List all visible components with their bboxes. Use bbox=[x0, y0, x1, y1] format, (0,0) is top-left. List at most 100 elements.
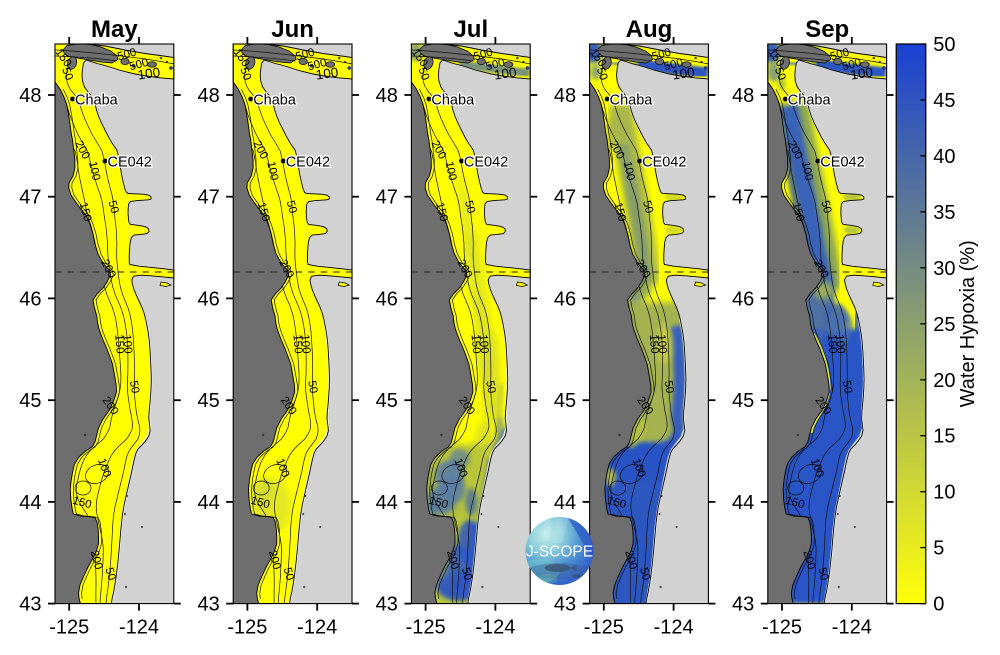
svg-text:100: 100 bbox=[799, 160, 815, 181]
svg-text:500: 500 bbox=[485, 57, 507, 74]
svg-text:35: 35 bbox=[933, 202, 955, 224]
svg-text:50: 50 bbox=[840, 380, 854, 395]
svg-text:100: 100 bbox=[443, 160, 459, 181]
svg-text:200: 200 bbox=[88, 549, 105, 571]
svg-text:Sep: Sep bbox=[805, 16, 849, 43]
svg-text:100: 100 bbox=[621, 160, 637, 181]
svg-text:200: 200 bbox=[622, 549, 639, 571]
svg-text:44: 44 bbox=[376, 492, 398, 514]
svg-text:48: 48 bbox=[732, 85, 754, 107]
svg-text:30: 30 bbox=[933, 258, 955, 280]
svg-text:J-SCOPE: J-SCOPE bbox=[526, 544, 593, 561]
svg-text:40: 40 bbox=[933, 146, 955, 168]
svg-text:50: 50 bbox=[416, 66, 432, 82]
svg-text:Water Hypoxia (%): Water Hypoxia (%) bbox=[957, 240, 979, 407]
svg-text:47: 47 bbox=[19, 187, 41, 209]
svg-text:44: 44 bbox=[732, 492, 754, 514]
svg-text:50: 50 bbox=[462, 199, 477, 214]
svg-text:100: 100 bbox=[298, 334, 312, 354]
svg-text:50: 50 bbox=[106, 199, 121, 214]
svg-text:200: 200 bbox=[800, 549, 817, 571]
svg-text:50: 50 bbox=[127, 380, 141, 395]
svg-text:500: 500 bbox=[294, 47, 316, 64]
svg-text:43: 43 bbox=[376, 594, 398, 616]
svg-text:15: 15 bbox=[933, 426, 955, 448]
svg-text:150: 150 bbox=[606, 495, 628, 512]
svg-text:100: 100 bbox=[655, 334, 669, 354]
svg-text:45: 45 bbox=[19, 390, 41, 412]
svg-text:100: 100 bbox=[849, 65, 873, 83]
svg-text:45: 45 bbox=[933, 90, 955, 112]
svg-text:43: 43 bbox=[732, 594, 754, 616]
svg-text:100: 100 bbox=[477, 334, 491, 354]
svg-text:150: 150 bbox=[469, 334, 483, 354]
svg-text:44: 44 bbox=[19, 492, 41, 514]
svg-text:150: 150 bbox=[784, 495, 806, 512]
svg-text:150: 150 bbox=[611, 201, 628, 223]
svg-text:200: 200 bbox=[444, 549, 461, 571]
svg-text:47: 47 bbox=[554, 187, 576, 209]
svg-text:CE042: CE042 bbox=[464, 155, 508, 171]
svg-text:200: 200 bbox=[266, 549, 283, 571]
svg-text:CE042: CE042 bbox=[286, 155, 330, 171]
svg-text:50: 50 bbox=[305, 380, 319, 395]
svg-text:-124: -124 bbox=[297, 617, 337, 639]
svg-text:Chaba: Chaba bbox=[253, 93, 297, 109]
svg-text:150: 150 bbox=[428, 495, 450, 512]
svg-text:48: 48 bbox=[376, 85, 398, 107]
svg-text:100: 100 bbox=[493, 65, 517, 83]
svg-text:44: 44 bbox=[197, 492, 219, 514]
svg-text:50: 50 bbox=[459, 566, 474, 581]
svg-text:47: 47 bbox=[376, 187, 398, 209]
svg-text:-125: -125 bbox=[227, 617, 267, 639]
svg-text:-125: -125 bbox=[584, 617, 624, 639]
svg-text:46: 46 bbox=[19, 288, 41, 310]
svg-text:Chaba: Chaba bbox=[788, 93, 832, 109]
svg-text:150: 150 bbox=[433, 201, 450, 223]
svg-text:46: 46 bbox=[197, 288, 219, 310]
svg-text:20: 20 bbox=[933, 370, 955, 392]
svg-text:500: 500 bbox=[651, 47, 673, 64]
svg-text:Jun: Jun bbox=[271, 16, 314, 43]
svg-text:CE042: CE042 bbox=[642, 155, 686, 171]
svg-text:CE042: CE042 bbox=[820, 155, 864, 171]
svg-text:50: 50 bbox=[281, 566, 296, 581]
svg-text:45: 45 bbox=[197, 390, 219, 412]
svg-text:45: 45 bbox=[732, 390, 754, 412]
svg-text:-124: -124 bbox=[119, 617, 159, 639]
svg-text:50: 50 bbox=[933, 34, 955, 56]
svg-text:Aug: Aug bbox=[626, 16, 673, 43]
svg-text:45: 45 bbox=[554, 390, 576, 412]
svg-text:500: 500 bbox=[128, 57, 150, 74]
svg-text:43: 43 bbox=[19, 594, 41, 616]
svg-text:50: 50 bbox=[483, 380, 497, 395]
svg-text:150: 150 bbox=[249, 495, 271, 512]
svg-text:50: 50 bbox=[594, 66, 610, 82]
svg-text:5: 5 bbox=[933, 538, 944, 560]
svg-text:150: 150 bbox=[112, 334, 126, 354]
svg-text:10: 10 bbox=[933, 482, 955, 504]
svg-text:Chaba: Chaba bbox=[431, 93, 475, 109]
svg-text:Jul: Jul bbox=[453, 16, 488, 43]
svg-text:50: 50 bbox=[815, 566, 830, 581]
svg-text:May: May bbox=[91, 16, 138, 43]
svg-text:50: 50 bbox=[59, 66, 75, 82]
svg-text:-124: -124 bbox=[832, 617, 872, 639]
svg-text:-124: -124 bbox=[475, 617, 515, 639]
svg-text:CE042: CE042 bbox=[108, 155, 152, 171]
svg-text:150: 150 bbox=[647, 334, 661, 354]
svg-text:50: 50 bbox=[818, 199, 833, 214]
svg-text:47: 47 bbox=[732, 187, 754, 209]
svg-text:50: 50 bbox=[103, 566, 118, 581]
svg-text:500: 500 bbox=[663, 57, 685, 74]
svg-text:46: 46 bbox=[554, 288, 576, 310]
svg-text:50: 50 bbox=[237, 66, 253, 82]
svg-text:44: 44 bbox=[554, 492, 576, 514]
svg-text:50: 50 bbox=[772, 66, 788, 82]
svg-text:46: 46 bbox=[732, 288, 754, 310]
svg-text:50: 50 bbox=[640, 199, 655, 214]
svg-text:150: 150 bbox=[255, 201, 272, 223]
svg-text:48: 48 bbox=[197, 85, 219, 107]
svg-text:-124: -124 bbox=[654, 617, 694, 639]
svg-text:150: 150 bbox=[789, 201, 806, 223]
